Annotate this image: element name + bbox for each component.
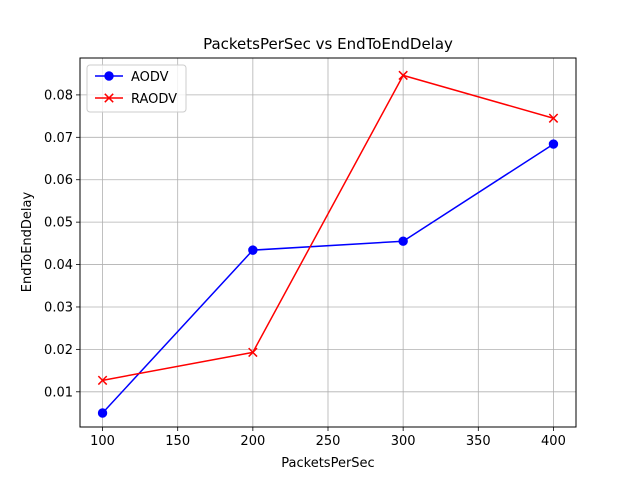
y-tick-label: 0.02 [44, 343, 73, 358]
legend-marker-raodv [104, 93, 114, 103]
x-tick-label: 250 [316, 434, 341, 449]
data-point-aodv [548, 139, 559, 149]
legend-label-aodv: AODV [131, 70, 169, 85]
y-axis-label: EndToEndDelay [20, 192, 35, 293]
grid-lines [80, 58, 576, 427]
y-tick-label: 0.04 [44, 258, 73, 273]
x-tick-label: 200 [240, 434, 265, 449]
data-point-raodv [97, 375, 108, 386]
x-axis-label: PacketsPerSec [281, 456, 374, 471]
data-point-aodv [97, 408, 108, 418]
y-tick-label: 0.06 [44, 173, 73, 188]
series-line-aodv [101, 143, 554, 414]
y-tick-label: 0.03 [44, 300, 73, 315]
legend-label-raodv: RAODV [131, 92, 177, 107]
legend-marker-aodv [104, 71, 114, 81]
y-tick-label: 0.08 [44, 88, 73, 103]
y-tick-label: 0.07 [44, 131, 73, 146]
y-tick-label: 0.01 [44, 385, 73, 400]
x-tick-label: 350 [466, 434, 491, 449]
x-tick-label: 100 [90, 434, 115, 449]
data-point-aodv [398, 236, 408, 246]
series-line-raodv [102, 74, 554, 382]
legend: AODV RAODV [86, 64, 187, 113]
data-point-raodv [548, 113, 559, 123]
x-tick-label: 300 [391, 434, 416, 449]
axis-ticks: 100 150 200 250 300 350 400 0.01 0.02 0.03 0.04 0.0… [44, 88, 566, 449]
series-layer [97, 70, 559, 418]
y-tick-label: 0.05 [44, 216, 73, 231]
chart-title: PacketsPerSec vs EndToEndDelay [203, 35, 453, 53]
x-tick-label: 150 [165, 434, 190, 449]
x-tick-label: 400 [541, 434, 566, 449]
data-point-raodv [248, 347, 258, 358]
data-point-raodv [398, 70, 408, 81]
data-point-aodv [248, 245, 258, 255]
